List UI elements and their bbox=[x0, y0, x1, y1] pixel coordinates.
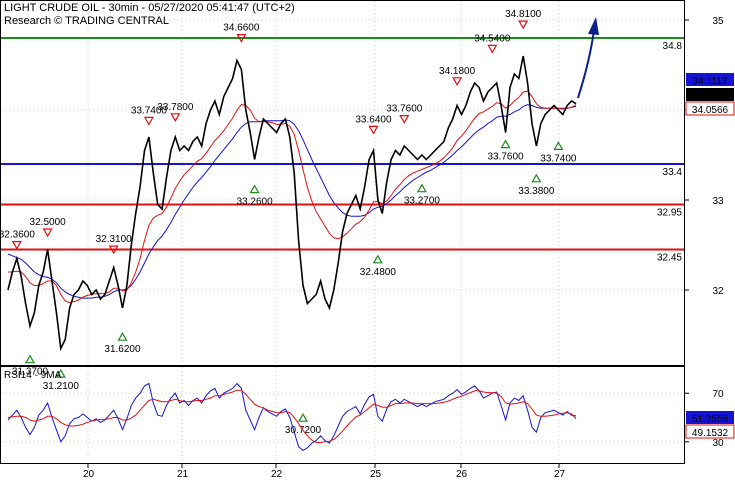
high-marker bbox=[170, 113, 181, 123]
high-label: 33.7600 bbox=[386, 104, 423, 115]
low-label: 33.7400 bbox=[540, 153, 577, 164]
pivot-markers: 32.3600 32.5000 31.3700 31.2100 32.3100 31.62… bbox=[0, 9, 577, 436]
x-tick-label: 22 bbox=[271, 469, 283, 480]
high-label: 34.1800 bbox=[439, 66, 476, 77]
price-label-last: 34.07 bbox=[697, 91, 722, 102]
low-label: 31.2100 bbox=[43, 381, 80, 392]
high-marker bbox=[368, 125, 379, 135]
rsi-series-rsi_ma bbox=[7, 389, 577, 443]
high-label: 33.7400 bbox=[131, 105, 168, 116]
grid bbox=[1, 1, 684, 463]
y-tick-label: 35 bbox=[712, 16, 724, 27]
rsi-series bbox=[7, 382, 577, 452]
rsi-y-tick-label: 30 bbox=[712, 438, 724, 449]
y-tick-label: 32 bbox=[712, 286, 724, 297]
x-tick-label: 27 bbox=[554, 469, 566, 480]
low-label: 33.3800 bbox=[518, 186, 555, 197]
level-label-support: 32.95 bbox=[657, 208, 682, 219]
axes: 202122252627353433327030 bbox=[83, 16, 724, 480]
x-tick-label: 25 bbox=[370, 469, 382, 480]
high-label: 34.8100 bbox=[505, 9, 542, 20]
high-marker bbox=[42, 228, 53, 238]
high-label: 34.6600 bbox=[223, 23, 260, 34]
high-label: 33.7800 bbox=[157, 102, 194, 113]
series-ma_fast bbox=[8, 90, 577, 304]
low-label: 33.7600 bbox=[487, 152, 524, 163]
high-label: 32.3100 bbox=[96, 234, 133, 245]
low-marker bbox=[553, 141, 564, 150]
level-label-resistance: 34.8 bbox=[663, 41, 683, 52]
chart-title: LIGHT CRUDE OIL - 30min - 05/27/2020 05:… bbox=[4, 2, 295, 14]
price-labels: 34.1112 34.07 34.0566 51.2558 49.1532 bbox=[685, 73, 735, 439]
high-marker bbox=[399, 114, 410, 124]
x-tick-label: 21 bbox=[177, 469, 189, 480]
high-label: 33.6400 bbox=[355, 114, 392, 125]
price-pane-frame bbox=[0, 0, 685, 366]
level-label-support: 32.45 bbox=[657, 253, 682, 264]
price-label-box-ma bbox=[685, 101, 735, 116]
high-label: 34.5400 bbox=[474, 33, 511, 44]
chart-subtitle: Research © TRADING CENTRAL bbox=[4, 15, 169, 27]
price-label-ma: 34.0566 bbox=[692, 105, 729, 116]
high-label: 32.5000 bbox=[30, 217, 67, 228]
low-marker bbox=[416, 183, 427, 193]
low-marker bbox=[372, 254, 383, 264]
series-price bbox=[7, 55, 577, 352]
price-label-box-bid bbox=[686, 73, 734, 86]
x-tick-label: 20 bbox=[83, 469, 95, 480]
low-marker bbox=[24, 354, 36, 364]
high-marker bbox=[236, 33, 247, 43]
low-marker bbox=[249, 184, 260, 194]
rsi-pane-frame bbox=[0, 366, 685, 464]
high-marker bbox=[11, 241, 22, 250]
low-marker bbox=[500, 139, 511, 149]
level-label-pivot: 33.4 bbox=[663, 167, 683, 178]
level-label-resistance: 35.35 bbox=[657, 0, 682, 3]
high-marker bbox=[452, 77, 463, 87]
low-label: 32.4800 bbox=[360, 267, 397, 278]
low-label: 31.3700 bbox=[12, 367, 49, 378]
low-label: 33.2700 bbox=[404, 196, 441, 207]
support-resistance-levels: 35.35 34.8 33.4 32.95 32.45 bbox=[1, 0, 684, 264]
high-marker bbox=[108, 245, 119, 255]
rsi-title: RSI14 - 9MA bbox=[4, 370, 62, 381]
rsi-y-tick-label: 70 bbox=[712, 389, 724, 400]
price-label-box-last bbox=[686, 88, 734, 101]
rsi-series-rsi bbox=[7, 382, 577, 452]
rsi-label-box-rsi bbox=[686, 411, 734, 424]
high-marker bbox=[143, 116, 154, 126]
rsi-label-rsi: 51.2558 bbox=[692, 414, 729, 425]
low-label: 31.6200 bbox=[104, 344, 141, 355]
rsi-label-box-ma bbox=[685, 424, 735, 439]
low-marker bbox=[55, 368, 66, 378]
high-marker bbox=[487, 44, 498, 54]
low-label: 33.2600 bbox=[236, 197, 273, 208]
rsi-label-ma: 49.1532 bbox=[692, 428, 729, 439]
forecast-arrow bbox=[577, 17, 599, 99]
price-series bbox=[7, 55, 577, 352]
price-label-bid: 34.1112 bbox=[693, 76, 728, 87]
low-marker bbox=[531, 173, 542, 183]
low-marker bbox=[297, 412, 309, 422]
x-tick-label: 26 bbox=[456, 469, 468, 480]
y-tick-label: 33 bbox=[712, 196, 724, 207]
low-marker bbox=[117, 331, 128, 341]
high-marker bbox=[518, 20, 529, 30]
high-label: 32.3600 bbox=[0, 230, 35, 241]
series-ma_slow bbox=[7, 104, 577, 299]
